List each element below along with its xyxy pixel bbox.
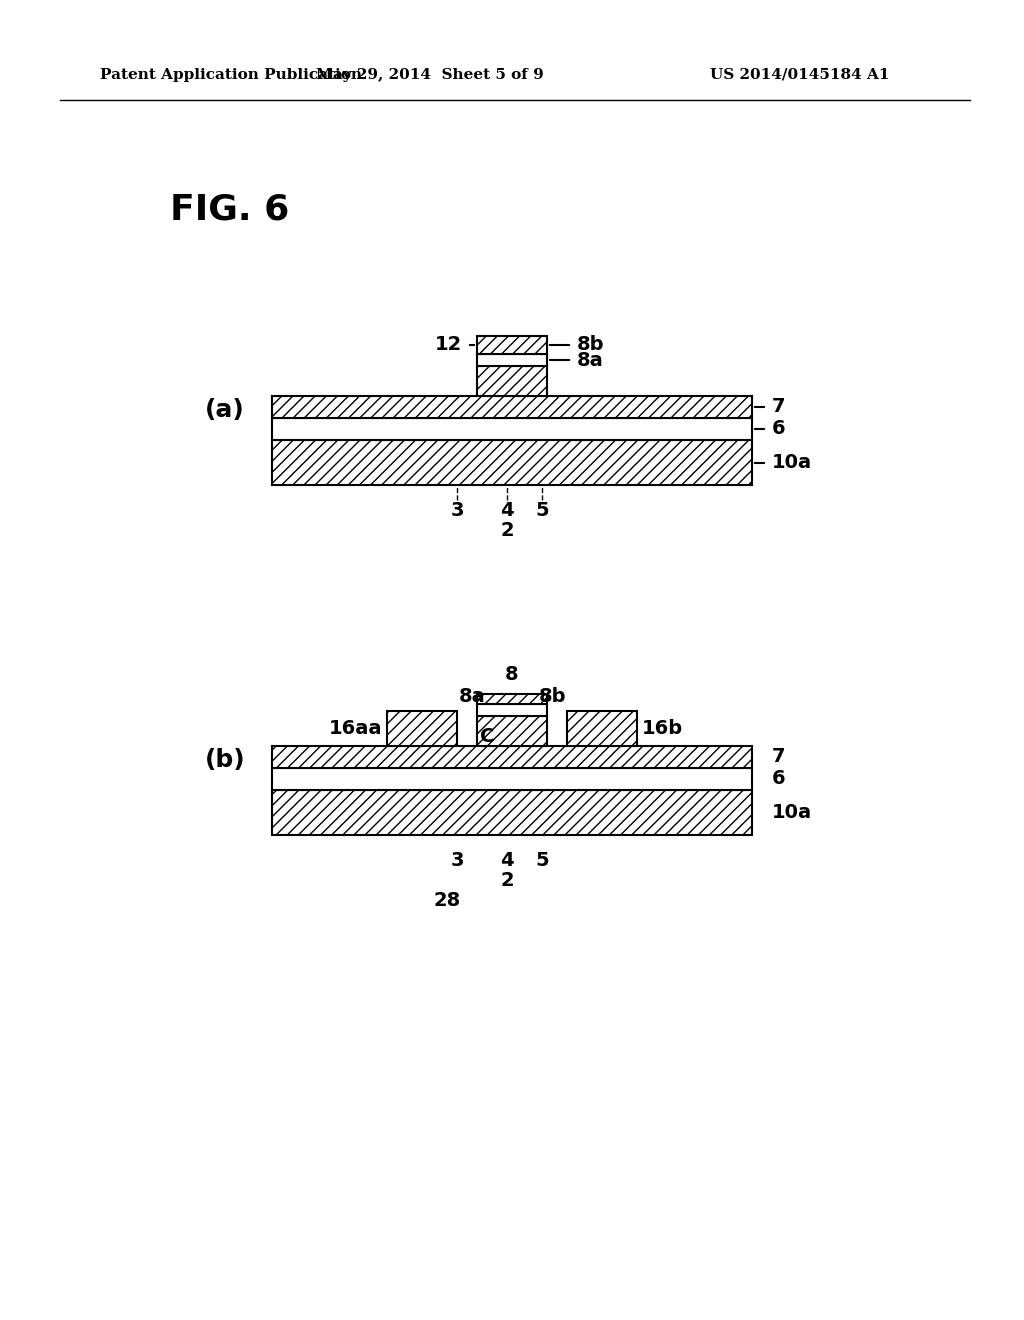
Bar	[272, 789, 752, 836]
Bar	[272, 746, 752, 768]
Text: 2: 2	[500, 870, 514, 890]
Text: 7: 7	[772, 397, 785, 417]
Text: 5: 5	[536, 500, 549, 520]
Bar	[477, 337, 547, 354]
Bar	[477, 704, 547, 715]
Bar	[387, 711, 457, 746]
Bar	[477, 694, 547, 704]
Text: 8a: 8a	[459, 686, 485, 705]
Text: 2: 2	[500, 520, 514, 540]
Text: 8: 8	[505, 664, 519, 684]
Text: (b): (b)	[205, 748, 246, 772]
Bar	[272, 440, 752, 484]
Text: (a): (a)	[205, 399, 245, 422]
Text: 16b: 16b	[642, 718, 683, 738]
Text: 16aa: 16aa	[329, 718, 382, 738]
Text: 6: 6	[772, 770, 785, 788]
Text: 3: 3	[451, 500, 464, 520]
Bar	[477, 354, 547, 366]
Text: 8a: 8a	[577, 351, 604, 370]
Text: 4: 4	[500, 500, 514, 520]
Text: 8b: 8b	[577, 335, 604, 355]
Text: 7: 7	[772, 747, 785, 767]
Bar	[272, 396, 752, 418]
Text: 4: 4	[500, 850, 514, 870]
Text: 12: 12	[435, 335, 462, 355]
Text: FIG. 6: FIG. 6	[170, 193, 289, 227]
Text: C: C	[480, 726, 495, 746]
Bar	[272, 418, 752, 440]
Text: 3: 3	[451, 850, 464, 870]
Bar	[477, 715, 547, 746]
Bar	[567, 711, 637, 746]
Text: 8b: 8b	[539, 686, 565, 705]
Text: 28: 28	[433, 891, 461, 909]
Text: US 2014/0145184 A1: US 2014/0145184 A1	[711, 69, 890, 82]
Text: 5: 5	[536, 850, 549, 870]
Text: May 29, 2014  Sheet 5 of 9: May 29, 2014 Sheet 5 of 9	[316, 69, 544, 82]
Text: 6: 6	[772, 420, 785, 438]
Bar	[477, 366, 547, 396]
Text: 10a: 10a	[772, 454, 812, 473]
Text: 10a: 10a	[772, 804, 812, 822]
Bar	[272, 768, 752, 789]
Text: Patent Application Publication: Patent Application Publication	[100, 69, 362, 82]
